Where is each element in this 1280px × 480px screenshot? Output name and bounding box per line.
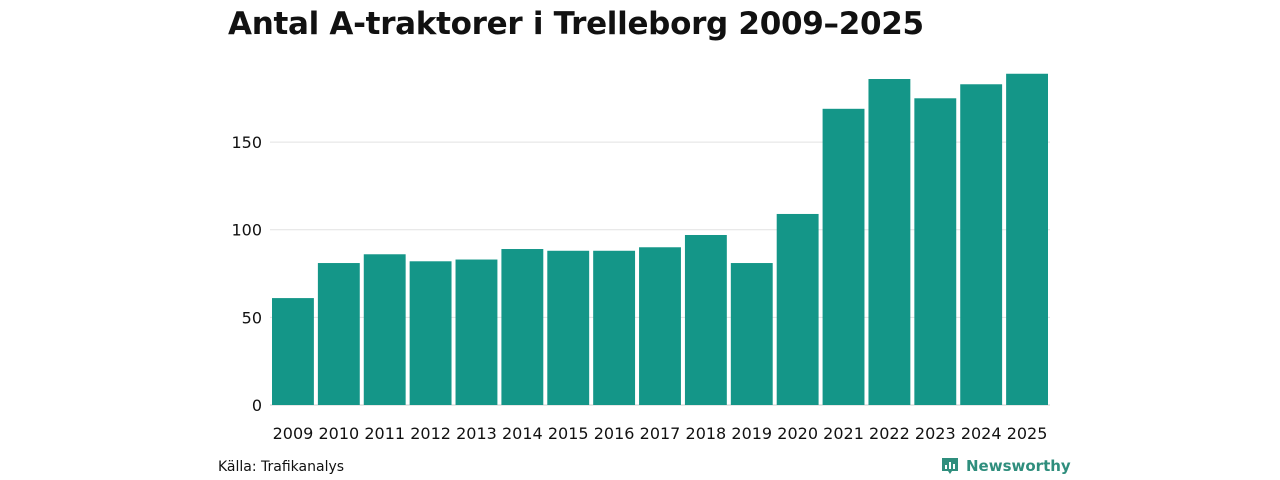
bar-2010[interactable] — [317, 263, 360, 405]
bar-2021[interactable] — [822, 108, 865, 405]
bar-2023[interactable] — [914, 98, 957, 405]
y-tick-label: 100 — [231, 221, 262, 240]
source-note: Källa: Trafikanalys — [218, 459, 345, 475]
x-tick-label: 2013 — [456, 424, 497, 443]
brand-logo[interactable]: Newsworthy — [940, 456, 1071, 476]
bar-2012[interactable] — [409, 261, 452, 405]
bar-2025[interactable] — [1006, 73, 1048, 406]
bar-2015[interactable] — [547, 250, 590, 405]
y-axis-ticks: 0 50 100 150 — [231, 133, 262, 415]
bar-2022[interactable] — [868, 79, 911, 405]
y-tick-label: 0 — [252, 396, 262, 415]
x-tick-label: 2018 — [686, 424, 727, 443]
x-tick-label: 2012 — [410, 424, 451, 443]
x-tick-label: 2022 — [869, 424, 910, 443]
bar-2019[interactable] — [730, 263, 773, 405]
x-axis-ticks: 2009 2010 2011 2012 2013 2014 2015 2016 2017 2018… — [273, 424, 1048, 443]
x-tick-label: 2014 — [502, 424, 543, 443]
x-tick-label: 2023 — [915, 424, 956, 443]
x-tick-label: 2020 — [777, 424, 818, 443]
x-tick-label: 2021 — [823, 424, 864, 443]
bar-2024[interactable] — [960, 84, 1003, 405]
x-tick-label: 2019 — [731, 424, 772, 443]
x-tick-label: 2016 — [594, 424, 635, 443]
chart-title: Antal A-traktorer i Trelleborg 2009–2025 — [228, 6, 924, 42]
x-tick-label: 2011 — [364, 424, 405, 443]
x-tick-label: 2025 — [1007, 424, 1048, 443]
bar-2014[interactable] — [501, 249, 544, 405]
bar-2020[interactable] — [776, 213, 819, 405]
x-tick-label: 2024 — [961, 424, 1002, 443]
bar-2009[interactable] — [272, 298, 314, 405]
x-tick-label: 2010 — [318, 424, 359, 443]
y-tick-label: 50 — [242, 308, 262, 327]
y-tick-label: 150 — [231, 133, 262, 152]
bar-chart-icon — [942, 458, 958, 474]
x-tick-label: 2009 — [273, 424, 314, 443]
brand-name: Newsworthy — [966, 457, 1071, 475]
bar-2013[interactable] — [455, 259, 498, 405]
x-tick-label: 2015 — [548, 424, 589, 443]
bars — [272, 73, 1048, 406]
x-tick-label: 2017 — [640, 424, 681, 443]
bar-2011[interactable] — [363, 254, 406, 405]
bar-2017[interactable] — [639, 247, 681, 405]
bar-2018[interactable] — [684, 234, 727, 405]
bar-2016[interactable] — [593, 250, 636, 405]
